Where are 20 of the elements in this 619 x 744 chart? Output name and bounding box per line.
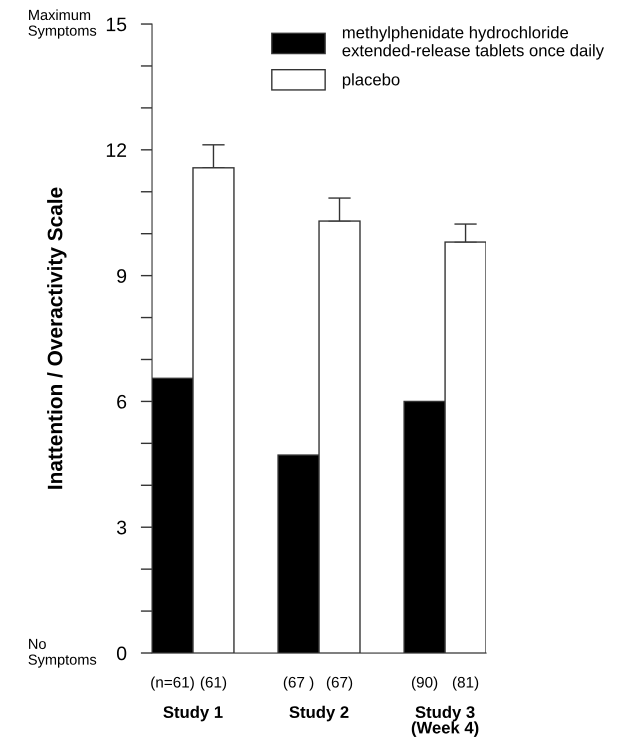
y-tick-label: 3 (116, 520, 126, 534)
text: (81) (452, 676, 478, 691)
y-tick-label: 0 (116, 646, 126, 660)
y-tick-label: 15 (106, 18, 126, 32)
text: No Symptoms (28, 638, 96, 668)
y-tick-label: 9 (117, 269, 126, 283)
text: (67 ) (284, 676, 314, 691)
text: (61) (200, 676, 226, 691)
text: Maximum Symptoms (28, 9, 96, 39)
text: (90) (412, 676, 438, 691)
y-tick-label: 6 (117, 394, 126, 409)
y-tick-label: 12 (106, 143, 126, 157)
y-axis-title: Inattention / Overactivity Scale (47, 188, 67, 489)
text: (n=61) (151, 676, 194, 691)
legend-label: methylphenidate hydrochloride extended-release tablets once daily (342, 26, 604, 60)
text: (67) (326, 676, 352, 691)
legend-label: placebo (342, 73, 400, 89)
x-tick-label: Study 2 (289, 706, 348, 722)
x-tick-label: Study 1 (163, 706, 223, 722)
x-tick-label: Study 3 (Week 4) (412, 706, 478, 737)
